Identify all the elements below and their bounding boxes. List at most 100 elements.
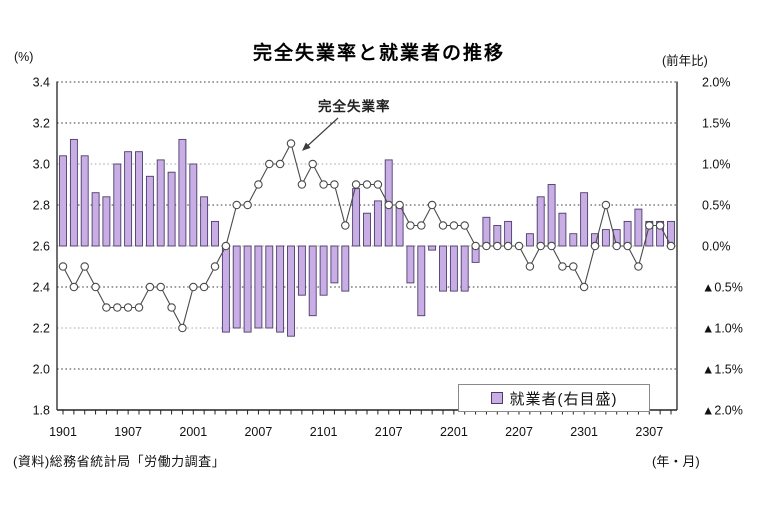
- unemployment-point: [384, 200, 393, 210]
- left-axis-unit: (%): [14, 50, 34, 64]
- unemployment-point: [113, 303, 122, 312]
- employment-bar: [363, 212, 371, 247]
- employment-bar: [536, 196, 545, 247]
- unemployment-point: [536, 241, 545, 251]
- unemployment-point: [623, 241, 632, 251]
- y-right-tick-label: ▲2.0%: [702, 404, 743, 418]
- employment-bar: [69, 138, 78, 247]
- employment-bar: [189, 163, 198, 247]
- employment-bar: [124, 151, 133, 247]
- unemployment-point: [243, 200, 252, 210]
- y-right-tick-label: ▲0.5%: [702, 281, 743, 295]
- employment-bar: [211, 220, 219, 247]
- employment-bar: [601, 229, 610, 247]
- unemployment-point: [569, 262, 578, 271]
- employment-bar: [200, 196, 209, 247]
- x-tick-label: 2101: [310, 425, 338, 439]
- employment-bar: [634, 208, 643, 247]
- employment-bar: [297, 245, 306, 296]
- employment-bar: [254, 245, 263, 329]
- unemployment-point: [275, 159, 285, 169]
- employment-bar: [113, 163, 122, 247]
- employment-bar: [167, 171, 176, 247]
- x-tick-label: 2201: [440, 425, 468, 439]
- unemployment-point: [145, 282, 155, 292]
- employment-bar: [276, 245, 285, 333]
- unemployment-point: [286, 139, 296, 148]
- unemployment-point: [438, 221, 448, 230]
- unemployment-point: [449, 221, 459, 230]
- y-left-tick-label: 2.6: [33, 240, 50, 254]
- unemployment-point: [406, 221, 415, 230]
- unemployment-point: [547, 241, 556, 251]
- employment-bar: [580, 192, 589, 247]
- unemployment-point: [471, 241, 480, 251]
- employment-bar: [330, 245, 339, 284]
- legend-box: 就業者(右目盛): [458, 384, 650, 412]
- unemployment-point: [91, 282, 100, 292]
- unemployment-point: [80, 262, 89, 271]
- unemployment-point: [210, 262, 220, 271]
- employment-bar: [145, 175, 154, 247]
- x-tick-label: 2207: [505, 425, 533, 439]
- unemployment-point: [655, 221, 665, 230]
- x-tick-label: 1901: [49, 425, 77, 439]
- unemployment-point: [590, 241, 600, 251]
- unemployment-point: [341, 221, 350, 230]
- y-right-tick-label: 2.0%: [702, 76, 731, 90]
- unemployment-point: [189, 282, 198, 292]
- unemployment-point: [221, 241, 231, 251]
- employment-bar: [341, 245, 350, 292]
- y-left-tick-label: 2.2: [33, 322, 50, 336]
- employment-bar: [135, 151, 143, 247]
- employment-bar: [178, 138, 187, 247]
- employment-bar: [406, 245, 415, 284]
- x-tick-label: 1907: [114, 425, 142, 439]
- right-axis-unit: (前年比): [662, 54, 708, 68]
- y-left-tick-label: 2.0: [33, 363, 50, 377]
- source-note: (資料)総務省統計局「労働力調査」: [13, 454, 226, 469]
- employment-bar: [569, 233, 578, 247]
- employment-bar: [547, 184, 556, 247]
- employment-bar: [449, 245, 458, 292]
- employment-bar: [243, 245, 252, 333]
- unemployment-point: [351, 180, 361, 189]
- unemployment-point: [156, 282, 165, 292]
- unemployment-point: [58, 262, 68, 271]
- unemployment-point: [525, 262, 535, 271]
- unemployment-point: [362, 180, 372, 189]
- employment-bar: [439, 245, 447, 292]
- employment-bar: [308, 245, 317, 317]
- employment-bar: [373, 200, 382, 247]
- employment-bar: [319, 245, 328, 296]
- x-axis-unit: (年・月): [652, 454, 700, 469]
- unemployment-point: [134, 303, 144, 312]
- employment-bar: [221, 245, 230, 333]
- y-right-tick-label: 0.0%: [702, 240, 731, 254]
- employment-bar: [395, 204, 404, 247]
- unemployment-point: [666, 241, 676, 251]
- unemployment-point: [102, 303, 111, 312]
- unemployment-point: [254, 180, 263, 189]
- unemployment-point: [199, 282, 209, 292]
- unemployment-point: [558, 262, 567, 271]
- unemployment-point: [482, 241, 491, 251]
- employment-bar: [287, 245, 295, 337]
- y-right-tick-label: 1.0%: [702, 158, 731, 172]
- unemployment-point: [123, 303, 133, 312]
- unemployment-point: [373, 180, 383, 189]
- chart-title: 完全失業率と就業者の推移: [252, 43, 505, 64]
- unemployment-point: [232, 200, 241, 210]
- y-left-tick-label: 1.8: [33, 404, 50, 418]
- unemployment-point: [417, 221, 426, 230]
- employment-bar: [460, 245, 469, 292]
- unemployment-point: [308, 159, 317, 169]
- y-left-tick-label: 3.0: [33, 158, 50, 172]
- y-left-tick-label: 3.4: [33, 76, 50, 90]
- unemployment-point: [503, 241, 513, 251]
- unemployment-point: [493, 241, 502, 251]
- unemployment-point: [319, 180, 328, 189]
- employment-bar: [558, 212, 567, 247]
- unemployment-point: [645, 221, 654, 230]
